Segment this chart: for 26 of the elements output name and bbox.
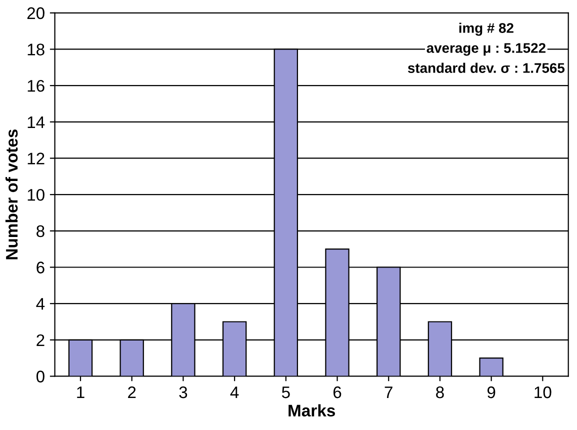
annotation: standard dev. σ : 1.7565 xyxy=(408,62,565,73)
x-tick-label: 8 xyxy=(436,386,444,398)
y-tick-label: 14 xyxy=(28,116,45,128)
y-tick-label: 2 xyxy=(36,334,44,346)
y-tick-label: 8 xyxy=(36,225,44,238)
x-tick-label: 9 xyxy=(487,386,496,398)
annotation: img # 82 xyxy=(459,22,514,36)
x-tick-label: 1 xyxy=(77,386,84,398)
y-tick-label: 12 xyxy=(28,152,44,164)
x-axis-title: Marks xyxy=(288,404,335,417)
y-tick-label: 6 xyxy=(36,262,44,274)
y-tick-label: 20 xyxy=(27,7,44,20)
y-tick-label: 0 xyxy=(36,370,44,382)
annotation: average μ : 5.1522 xyxy=(426,43,546,56)
x-tick-label: 7 xyxy=(384,386,392,398)
y-tick-label: 16 xyxy=(28,80,44,92)
y-tick-label: 18 xyxy=(28,44,44,56)
x-tick-label: 2 xyxy=(128,386,136,398)
x-tick-label: 4 xyxy=(230,386,239,398)
x-tick-label: 10 xyxy=(534,386,552,398)
y-tick-label: 4 xyxy=(36,298,45,310)
x-tick-label: 3 xyxy=(179,386,188,398)
x-tick-label: 5 xyxy=(282,386,290,398)
y-axis-title: Number of votes xyxy=(5,130,18,260)
y-tick-label: 10 xyxy=(28,188,44,201)
x-tick-label: 6 xyxy=(333,386,342,398)
